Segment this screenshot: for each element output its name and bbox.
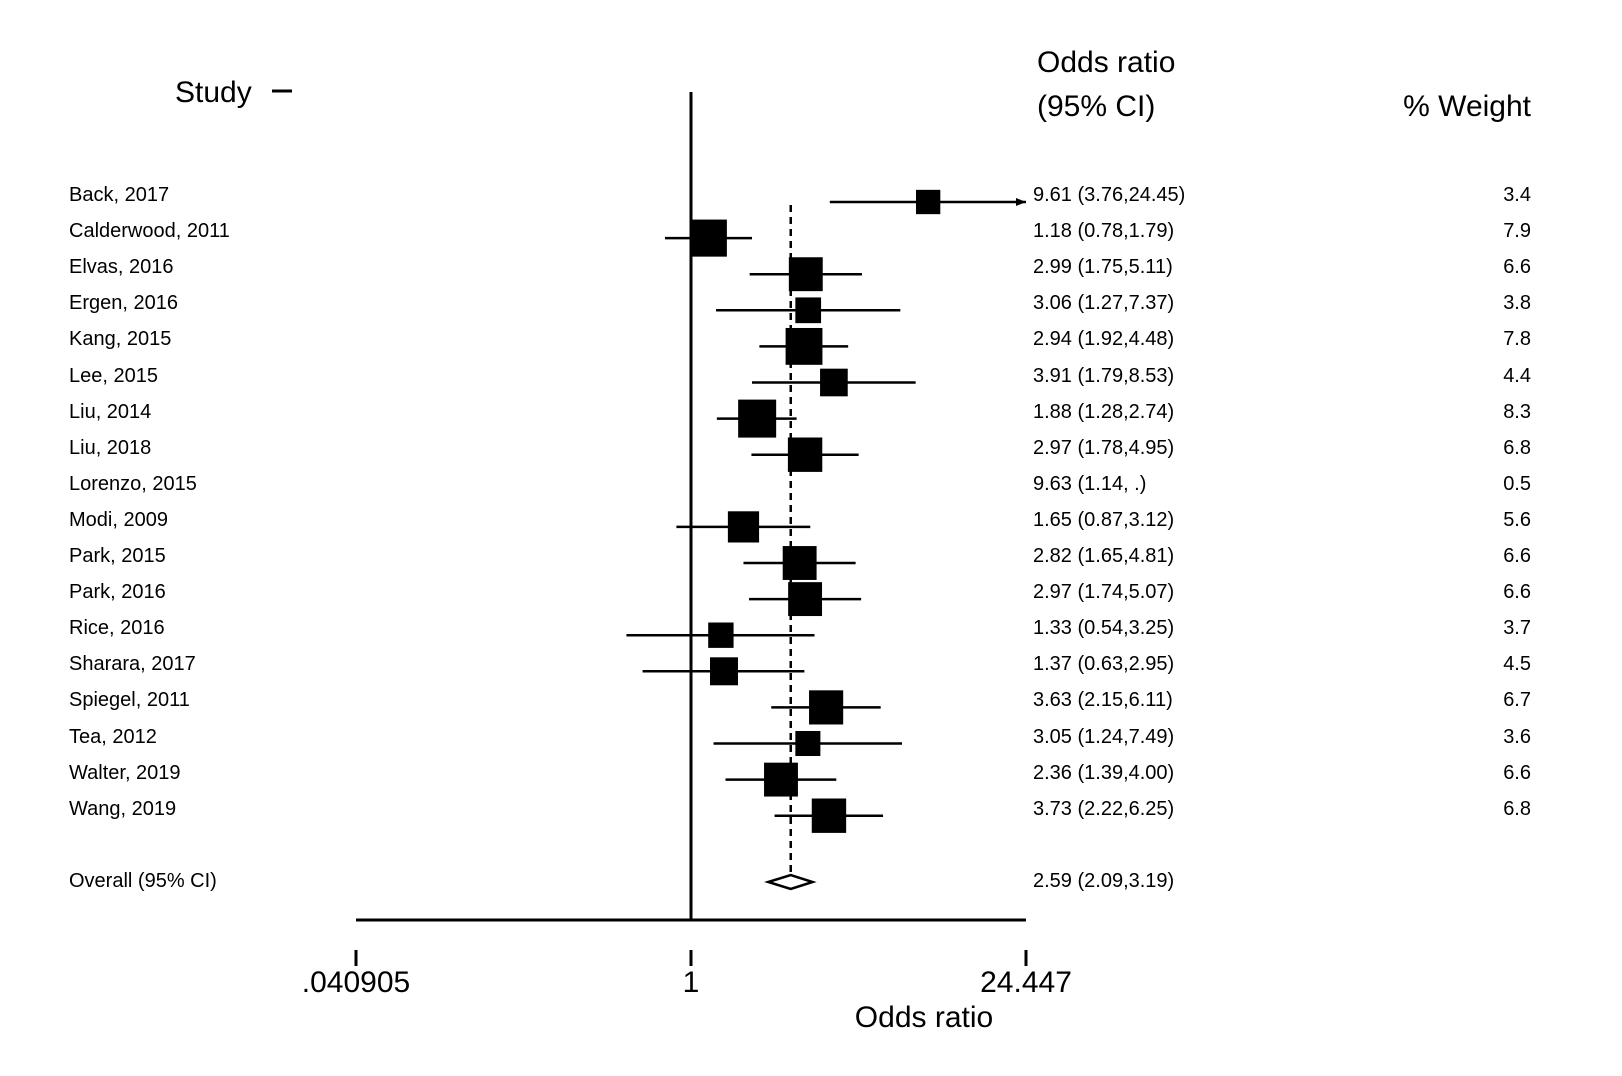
study-box	[782, 546, 817, 580]
x-tick-label: 1	[682, 966, 700, 999]
header-odds-ratio: Odds ratio	[1037, 46, 1176, 79]
overall-label: Overall (95% CI)	[69, 870, 217, 892]
or-ci-text: 3.73 (2.22,6.25)	[1033, 797, 1175, 820]
header-ci: (95% CI)	[1037, 90, 1156, 123]
study-box	[788, 582, 823, 617]
x-axis	[354, 918, 1028, 966]
weight-text: 4.5	[1503, 653, 1531, 676]
overall-or-ci-text: 2.59 (2.09,3.19)	[1033, 870, 1175, 892]
study-box	[788, 257, 823, 292]
study-box	[915, 189, 941, 215]
study-label: Walter, 2019	[69, 761, 181, 784]
or-ci-text: 3.63 (2.15,6.11)	[1033, 689, 1173, 712]
weight-text: 7.9	[1503, 220, 1531, 243]
study-label: Sharara, 2017	[69, 653, 196, 676]
or-ci-text: 1.65 (0.87,3.12)	[1033, 508, 1175, 531]
weight-text: 3.4	[1503, 184, 1531, 206]
or-ci-text: 9.63 (1.14, .)	[1033, 472, 1147, 495]
study-label: Lorenzo, 2015	[69, 472, 197, 495]
study-label: Modi, 2009	[69, 508, 168, 531]
study-box	[710, 657, 738, 686]
weight-text: 3.8	[1503, 292, 1531, 315]
plot-lines	[272, 89, 792, 920]
study-label: Wang, 2019	[69, 797, 177, 820]
or-ci-text: 1.33 (0.54,3.25)	[1033, 617, 1175, 640]
weight-text: 6.6	[1503, 545, 1531, 567]
study-box	[809, 690, 844, 725]
x-tick-label: .040905	[301, 966, 411, 999]
weight-text: 5.6	[1503, 508, 1531, 531]
overall-diamond	[764, 873, 817, 891]
plot-marks	[626, 189, 1026, 891]
or-ci-text: 2.36 (1.39,4.00)	[1033, 761, 1175, 784]
study-label: Park, 2015	[69, 545, 166, 567]
weight-text: 7.8	[1503, 328, 1531, 351]
or-ci-text: 1.18 (0.78,1.79)	[1033, 220, 1175, 243]
study-box	[795, 297, 822, 324]
study-box	[689, 219, 727, 257]
x-axis-title: Odds ratio	[854, 1001, 994, 1034]
study-box	[811, 798, 847, 833]
or-ci-text: 2.94 (1.92,4.48)	[1033, 328, 1175, 351]
weight-text: 6.8	[1503, 436, 1531, 459]
header-weight: % Weight	[1403, 90, 1531, 123]
weight-text: 0.5	[1503, 472, 1531, 495]
ci-arrow	[1016, 198, 1026, 206]
weight-text: 6.7	[1503, 689, 1531, 712]
or-ci-text: 1.37 (0.63,2.95)	[1033, 653, 1175, 676]
weight-text: 6.8	[1503, 797, 1531, 820]
study-label: Lee, 2015	[69, 364, 158, 387]
or-ci-text: 3.06 (1.27,7.37)	[1033, 292, 1175, 315]
x-tick-label: 24.447	[980, 966, 1072, 999]
weight-text: 6.6	[1503, 256, 1531, 279]
study-label: Ergen, 2016	[69, 292, 178, 315]
or-ci-text: 3.91 (1.79,8.53)	[1033, 364, 1175, 387]
header-study: Study	[175, 76, 252, 109]
or-ci-text: 1.88 (1.28,2.74)	[1033, 400, 1175, 423]
study-box	[785, 327, 823, 365]
study-box	[820, 368, 848, 397]
study-box	[708, 622, 734, 648]
study-label: Kang, 2015	[69, 328, 172, 351]
weight-text: 6.6	[1503, 761, 1531, 784]
study-label: Park, 2016	[69, 581, 166, 604]
study-box	[795, 730, 821, 757]
or-ci-text: 3.05 (1.24,7.49)	[1033, 725, 1175, 748]
or-ci-text: 2.97 (1.78,4.95)	[1033, 436, 1175, 459]
study-label: Liu, 2014	[69, 400, 152, 423]
study-label: Back, 2017	[69, 184, 170, 206]
weight-text: 4.4	[1503, 364, 1531, 387]
study-box	[787, 437, 823, 472]
study-label: Spiegel, 2011	[69, 689, 190, 712]
study-label: Liu, 2018	[69, 436, 152, 459]
weight-text: 3.7	[1503, 617, 1531, 640]
weight-text: 3.6	[1503, 725, 1531, 748]
or-ci-text: 2.99 (1.75,5.11)	[1033, 256, 1173, 279]
study-label: Tea, 2012	[69, 725, 157, 748]
study-box	[764, 762, 798, 797]
weight-text: 6.6	[1503, 581, 1531, 604]
or-ci-text: 2.97 (1.74,5.07)	[1033, 581, 1175, 604]
weight-text: 8.3	[1503, 400, 1531, 423]
study-box	[738, 399, 777, 438]
study-box	[727, 511, 760, 543]
study-label: Rice, 2016	[69, 617, 165, 640]
or-ci-text: 9.61 (3.76,24.45)	[1033, 184, 1186, 206]
study-label: Calderwood, 2011	[69, 220, 230, 243]
study-label: Elvas, 2016	[69, 256, 174, 279]
or-ci-text: 2.82 (1.65,4.81)	[1033, 545, 1175, 567]
